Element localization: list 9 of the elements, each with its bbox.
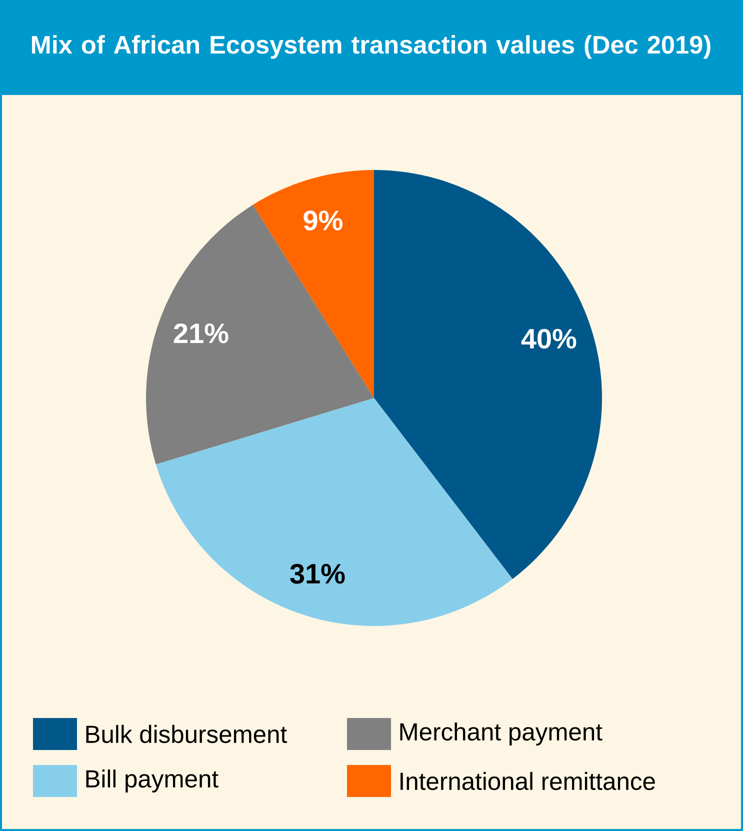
legend-label: Bulk disbursement bbox=[86, 724, 287, 744]
data-label: 21% bbox=[174, 323, 228, 344]
data-label: 40% bbox=[521, 328, 576, 349]
legend-label: Bill payment bbox=[86, 769, 218, 792]
chart-title: Mix of African Ecosystem transaction values (Dec 2019) bbox=[32, 35, 710, 59]
legend-label: Merchant payment bbox=[400, 722, 602, 746]
legend-label: International remittance bbox=[400, 772, 655, 790]
data-label: 9% bbox=[304, 210, 342, 230]
data-label: 31% bbox=[290, 564, 345, 584]
